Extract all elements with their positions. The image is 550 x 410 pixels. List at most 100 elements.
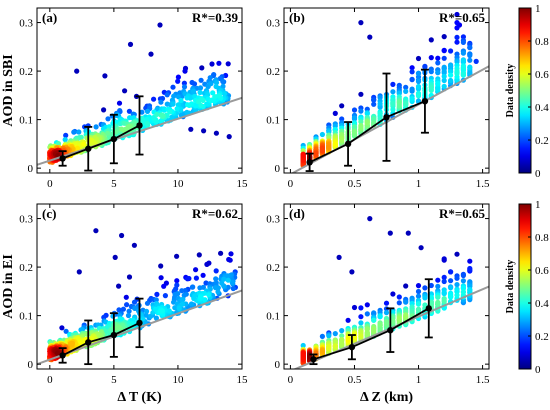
scatter-point: [364, 331, 370, 338]
scatter-point: [178, 97, 184, 104]
scatter-point: [197, 294, 204, 300]
binned-mean-point: [348, 343, 356, 351]
scatter-point: [170, 101, 176, 107]
scatter-point: [467, 267, 473, 273]
scatter-point: [116, 283, 122, 289]
binned-mean-point: [85, 145, 92, 152]
scatter-point: [332, 331, 338, 337]
scatter-point: [162, 293, 168, 299]
scatter-point: [358, 314, 364, 320]
scatter-point: [454, 292, 460, 298]
scatter-point: [409, 86, 415, 92]
colorbar-tick-label: 0.4: [535, 102, 549, 114]
scatter-point: [371, 326, 377, 332]
scatter-point: [460, 39, 466, 46]
binned-mean-point: [383, 113, 390, 121]
colorbar-tick-label: 1: [535, 3, 541, 15]
scatter-point: [467, 65, 473, 71]
scatter-point: [55, 350, 61, 356]
scatter-point: [441, 73, 447, 79]
scatter-point: [213, 268, 219, 274]
scatter-point: [144, 108, 151, 114]
scatter-point: [203, 280, 209, 286]
scatter-point: [210, 90, 216, 96]
x-tick-label: 1: [416, 374, 422, 386]
scatter-point: [215, 289, 221, 295]
correlation-annotation: R*=0.62: [192, 206, 238, 221]
regression-line: [292, 285, 489, 369]
colorbar-tick-label: 1: [535, 199, 541, 211]
scatter-point: [371, 97, 377, 103]
scatter-point: [112, 254, 118, 260]
scatter-point: [197, 89, 203, 96]
binned-mean-point: [110, 135, 118, 143]
colorbar-1: 0 0.2 0.4 0.6 0.8 1 Data density: [505, 3, 549, 180]
scatter-point: [460, 50, 466, 56]
scatter-point: [120, 306, 126, 312]
scatter-point: [93, 228, 99, 234]
binned-mean-point: [306, 159, 313, 166]
scatter-point: [435, 86, 441, 92]
scatter-point: [192, 293, 198, 299]
scatter-point: [467, 52, 473, 59]
scatter-point: [208, 81, 214, 87]
scatter-point: [172, 305, 178, 311]
scatter-point: [448, 63, 454, 69]
scatter-point: [104, 329, 110, 335]
scatter-point: [415, 98, 422, 104]
scatter-point: [71, 129, 77, 135]
binned-mean-point: [136, 122, 143, 129]
scatter-point: [441, 55, 447, 61]
scatter-point: [364, 120, 370, 126]
scatter-point: [116, 324, 122, 330]
scatter-point: [409, 96, 415, 102]
scatter-point: [358, 305, 364, 311]
axes-frame: [283, 7, 490, 174]
scatter-point: [387, 230, 393, 236]
scatter-point: [319, 333, 325, 339]
scatter-point: [339, 328, 345, 334]
scatter-point: [367, 216, 373, 222]
scatter-point: [158, 99, 164, 105]
scatter-point: [78, 134, 84, 140]
scatter-point: [441, 83, 447, 89]
scatter-point: [403, 100, 409, 106]
scatter-point: [435, 55, 441, 61]
x-tick-label: 5: [111, 374, 117, 386]
scatter-point: [225, 61, 231, 67]
x-tick-label: 5: [111, 178, 117, 190]
scatter-point: [358, 108, 364, 114]
scatter-point: [422, 295, 428, 301]
binned-mean-point: [344, 140, 352, 148]
scatter-point: [396, 103, 402, 109]
colorbar-tick-label: 0.8: [535, 36, 549, 48]
scatter-point: [460, 289, 466, 295]
colorbar-tick-label: 0.8: [535, 232, 549, 244]
scatter-point: [377, 101, 383, 107]
scatter-point: [364, 302, 370, 308]
chart-panel-4: 0 0.5 1 1.5 0 0.1 0.2 0.3 (d) R*=0.65 Δ Z (km): [266, 203, 490, 405]
scatter-point: [122, 88, 128, 94]
binned-mean-point: [59, 155, 66, 162]
scatter-point: [212, 94, 218, 100]
scatter-point: [139, 109, 145, 115]
scatter-point: [319, 131, 325, 138]
scatter-point: [221, 91, 227, 97]
colorbars: 0 0.2 0.4 0.6 0.8 1 Data density 0 0.2 0.4 0.6 0.8 1…: [505, 3, 549, 376]
scatter-point: [441, 34, 447, 40]
scatter-point: [193, 267, 199, 273]
scatter-point: [171, 93, 177, 99]
scatter-point: [132, 305, 138, 311]
scatter-point: [415, 283, 422, 289]
scatter-point: [175, 291, 181, 297]
scatter-point: [441, 48, 447, 54]
panel-label: (d): [289, 206, 305, 221]
scatter-point: [454, 20, 460, 26]
scatter-point: [200, 97, 206, 103]
scatter-point: [367, 34, 373, 40]
scatter-point: [441, 77, 447, 84]
scatter-point: [351, 129, 358, 135]
scatter-point: [170, 84, 176, 90]
correlation-annotation: R*=0.39: [192, 10, 239, 25]
scatter-point: [204, 261, 210, 267]
